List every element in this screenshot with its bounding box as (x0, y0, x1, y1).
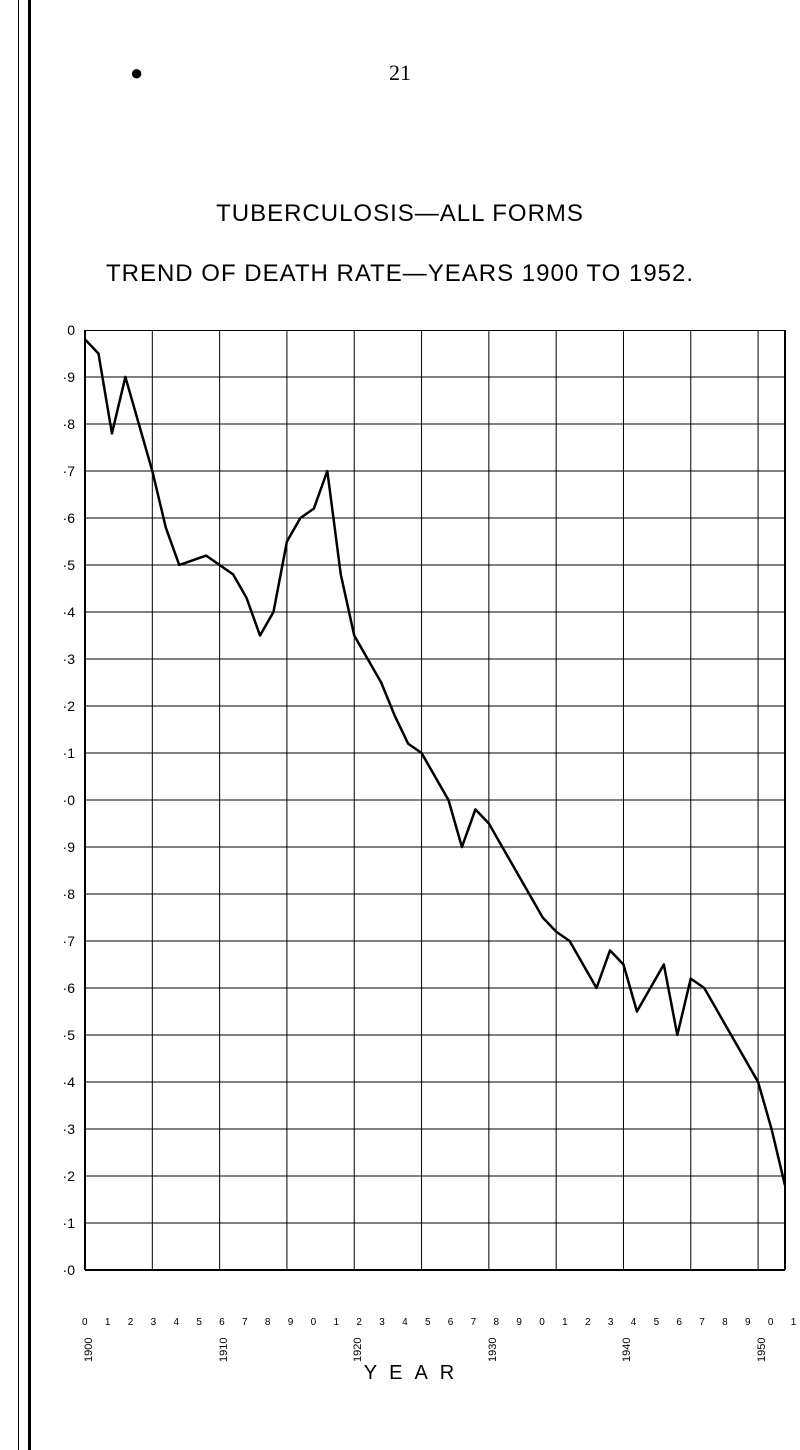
x-axis-year-digits: 0 1 2 3 4 5 6 7 8 9 0 1 2 3 4 5 6 7 8 9 … (82, 1317, 782, 1328)
x-decade-label: 1940 (621, 1338, 633, 1362)
left-margin-inner-line (0, 0, 19, 1450)
chart-svg (40, 330, 790, 1290)
y-tick-label: ·0 (45, 1262, 75, 1278)
y-tick-label: ·0 (45, 792, 75, 808)
x-decade-label: 1910 (218, 1338, 230, 1362)
y-tick-label: ·4 (45, 1074, 75, 1090)
y-tick-label: ·9 (45, 369, 75, 385)
page-number: 21 (389, 60, 411, 86)
y-tick-label: 0 (45, 322, 75, 338)
y-tick-label: ·1 (45, 1215, 75, 1231)
y-tick-label: ·5 (45, 1027, 75, 1043)
x-decade-label: 1900 (83, 1338, 95, 1362)
chart: 0·9·8·7·6·5·4·3·2·1·0·9·8·7·6·5·4·3·2·1·… (40, 330, 790, 1330)
y-tick-label: ·7 (45, 933, 75, 949)
chart-title-1: TUBERCULOSIS—ALL FORMS (216, 200, 584, 228)
y-tick-label: ·1 (45, 745, 75, 761)
x-decade-label: 1950 (756, 1338, 768, 1362)
y-tick-label: ·9 (45, 839, 75, 855)
chart-title-2: TREND OF DEATH RATE—YEARS 1900 TO 1952. (106, 260, 694, 288)
y-tick-label: ·3 (45, 1121, 75, 1137)
y-tick-label: ·2 (45, 1168, 75, 1184)
y-tick-label: ·7 (45, 463, 75, 479)
y-tick-label: ·6 (45, 980, 75, 996)
dot-mark: ● (130, 60, 143, 86)
y-tick-label: ·4 (45, 604, 75, 620)
page: ● 21 TUBERCULOSIS—ALL FORMS TREND OF DEA… (0, 0, 800, 1450)
left-margin-line (0, 0, 31, 1450)
x-decade-label: 1920 (352, 1338, 364, 1362)
x-axis-label: YEAR (364, 1362, 466, 1385)
y-tick-label: ·8 (45, 886, 75, 902)
y-tick-label: ·5 (45, 557, 75, 573)
y-tick-label: ·3 (45, 651, 75, 667)
y-tick-label: ·2 (45, 698, 75, 714)
x-decade-label: 1930 (487, 1338, 499, 1362)
y-tick-label: ·8 (45, 416, 75, 432)
y-tick-label: ·6 (45, 510, 75, 526)
